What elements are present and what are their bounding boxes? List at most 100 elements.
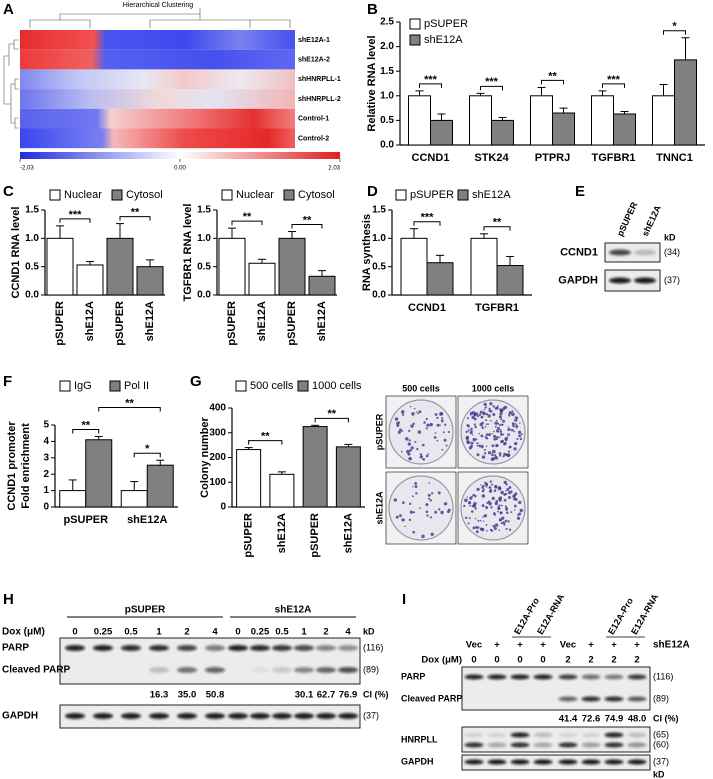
panel-label: E bbox=[575, 183, 585, 200]
significance-bracket bbox=[231, 220, 263, 226]
bar bbox=[469, 95, 492, 146]
y-tick-label: 0 bbox=[220, 502, 226, 513]
significance-bracket bbox=[663, 30, 686, 35]
colony bbox=[499, 454, 502, 457]
ci-header: CI (%) bbox=[363, 689, 389, 699]
colony bbox=[409, 510, 414, 514]
heatmap-row bbox=[20, 89, 295, 109]
x-tick-label: TGFBR1 bbox=[592, 152, 636, 164]
blot-band bbox=[205, 645, 225, 651]
blot-band bbox=[533, 674, 553, 680]
blot-membrane bbox=[604, 269, 661, 292]
colony bbox=[500, 418, 503, 421]
x-tick-label: STK24 bbox=[474, 152, 509, 164]
panel-label: B bbox=[367, 1, 378, 18]
heatmap-panel: Hierarchical Clustering shE12A-1 shE12A-2… bbox=[3, 2, 341, 172]
colony bbox=[515, 423, 517, 426]
colony bbox=[414, 482, 418, 485]
shrna-label: shE12A bbox=[653, 640, 690, 651]
colony bbox=[500, 433, 503, 436]
colony bbox=[485, 485, 488, 488]
significance-bracket bbox=[248, 440, 283, 445]
colony bbox=[478, 413, 482, 417]
colony bbox=[475, 530, 479, 534]
colony bbox=[512, 424, 515, 428]
significance-label: *** bbox=[485, 76, 499, 88]
x-tick-label: CCND1 bbox=[412, 152, 450, 164]
blot-band bbox=[149, 713, 169, 719]
blot-band bbox=[65, 713, 85, 719]
legend-swatch bbox=[395, 189, 407, 201]
blot-band bbox=[316, 667, 336, 673]
colony bbox=[412, 422, 415, 426]
bar bbox=[530, 95, 553, 146]
blot-band bbox=[510, 742, 530, 748]
colony bbox=[439, 412, 443, 416]
colony bbox=[488, 433, 492, 437]
blot-band bbox=[604, 742, 624, 748]
colony bbox=[474, 507, 477, 510]
colony bbox=[485, 423, 488, 425]
blot-band bbox=[294, 667, 314, 673]
group-label: pSUPER bbox=[125, 605, 166, 616]
colony bbox=[400, 450, 403, 453]
colony bbox=[412, 486, 414, 488]
legend-label: Pol II bbox=[124, 380, 149, 392]
colony bbox=[493, 437, 497, 441]
colony bbox=[426, 514, 429, 517]
colony bbox=[494, 523, 499, 527]
colony bbox=[498, 529, 501, 532]
colony bbox=[469, 496, 473, 500]
significance-bracket bbox=[413, 221, 441, 226]
ci-value: 41.4 bbox=[559, 714, 578, 725]
y-tick-label: 1.0 bbox=[197, 233, 211, 244]
blot-band bbox=[272, 713, 292, 719]
legend-label: IgG bbox=[74, 380, 92, 392]
colony bbox=[409, 502, 412, 505]
colony bbox=[494, 456, 499, 460]
bar bbox=[146, 464, 174, 508]
colony bbox=[466, 417, 470, 420]
bar bbox=[236, 449, 262, 508]
y-axis-label: CCND1 RNA level bbox=[10, 207, 22, 299]
blot-band bbox=[338, 667, 358, 673]
colony bbox=[402, 501, 405, 505]
kd-label: (116) bbox=[363, 642, 383, 652]
lane-label: shE12A bbox=[640, 203, 663, 238]
colony bbox=[445, 444, 448, 447]
blot-band bbox=[510, 732, 530, 738]
ci-value: 48.0 bbox=[628, 714, 647, 725]
legend-label: pSUPER bbox=[424, 18, 468, 30]
colony bbox=[396, 424, 400, 428]
colony bbox=[513, 430, 516, 433]
colony bbox=[476, 442, 478, 444]
significance-bracket bbox=[480, 85, 503, 91]
y-tick-label: 0.5 bbox=[197, 261, 211, 272]
dox-value: 2 bbox=[565, 655, 570, 666]
colony bbox=[434, 432, 437, 434]
legend-label: Nuclear bbox=[236, 189, 274, 201]
panel-label: A bbox=[3, 1, 14, 18]
colony bbox=[515, 426, 518, 429]
colony bbox=[506, 487, 510, 491]
colony bbox=[447, 430, 450, 434]
colony bbox=[419, 455, 423, 459]
bar bbox=[491, 119, 514, 146]
bar bbox=[136, 266, 164, 296]
lane-label: + bbox=[540, 640, 546, 651]
colony bbox=[398, 421, 401, 424]
colony bbox=[520, 433, 523, 436]
colony bbox=[415, 492, 418, 495]
dox-value: 0 bbox=[494, 655, 499, 666]
legend-swatch bbox=[409, 34, 421, 46]
colony bbox=[425, 503, 429, 507]
blot-band bbox=[627, 732, 647, 738]
colony bbox=[476, 414, 480, 418]
x-tick-label: CCND1 bbox=[408, 302, 446, 314]
colony bbox=[517, 430, 522, 434]
colony bbox=[514, 492, 518, 496]
y-tick-label: 0 bbox=[43, 502, 49, 513]
colony bbox=[422, 458, 425, 461]
blot-band bbox=[228, 645, 248, 651]
